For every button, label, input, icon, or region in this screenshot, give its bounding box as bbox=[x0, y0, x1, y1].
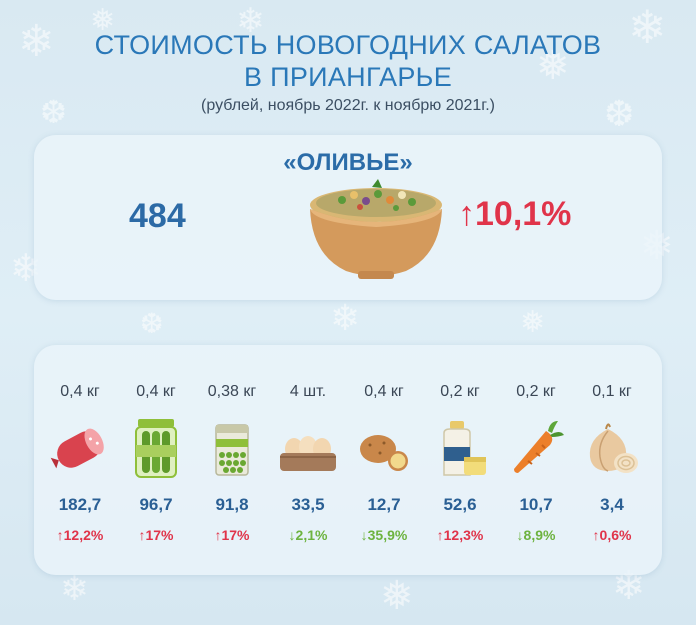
ingredient-price-change: ↓35,9% bbox=[360, 527, 408, 543]
ingredient-price-change: ↓8,9% bbox=[516, 527, 556, 543]
snowflake-icon: ❄ bbox=[60, 570, 89, 608]
salad-price-change: ↑10,1% bbox=[458, 195, 572, 233]
ingredient-price-change: ↑12,3% bbox=[436, 527, 484, 543]
mayonnaise-icon bbox=[443, 421, 486, 476]
ingredient-quantity: 0,38 кг bbox=[207, 383, 257, 400]
subtitle: (рублей, ноябрь 2022г. к ноябрю 2021г.) bbox=[201, 97, 495, 114]
ingredient-price: 3,4 bbox=[600, 495, 624, 514]
ingredient-price: 33,5 bbox=[291, 495, 325, 514]
ingredient-price-change: ↑17% bbox=[138, 527, 174, 543]
ingredient-price: 10,7 bbox=[519, 495, 553, 514]
salad-bowl-icon bbox=[310, 179, 442, 279]
peas-can-icon bbox=[215, 424, 249, 476]
ingredient-price: 12,7 bbox=[367, 495, 401, 514]
ingredient-peas: 0,38 кг 91,8 ↑17% bbox=[194, 345, 270, 575]
ingredient-price-change: ↑17% bbox=[214, 527, 250, 543]
ingredient-price-change: ↓2,1% bbox=[288, 527, 328, 543]
title-line-2: В ПРИАНГАРЬЕ bbox=[244, 62, 452, 92]
ingredients-panel: 0,4 кг 182,7 ↑12,2% 0,4 кг bbox=[34, 345, 662, 575]
snowflake-icon: ❅ bbox=[380, 574, 414, 618]
carrot-icon bbox=[514, 421, 564, 473]
pickles-jar-icon bbox=[135, 419, 177, 478]
ingredient-mayonnaise: 0,2 кг 52,6 ↑12,3% bbox=[422, 345, 498, 575]
ingredient-price: 52,6 bbox=[443, 495, 477, 514]
snowflake-icon: ❅ bbox=[520, 306, 546, 339]
salad-panel: «ОЛИВЬЕ» 484 ↑10,1% bbox=[34, 135, 662, 300]
ingredient-sausage: 0,4 кг 182,7 ↑12,2% bbox=[42, 345, 118, 575]
ingredient-potato: 0,4 кг 12,7 ↓35,9% bbox=[346, 345, 422, 575]
snowflake-icon: ❄ bbox=[330, 297, 361, 338]
ingredient-quantity: 4 шт. bbox=[289, 383, 327, 400]
ingredient-carrot: 0,2 кг 10,7 ↓8,9% bbox=[498, 345, 574, 575]
ingredient-price: 91,8 bbox=[215, 495, 249, 514]
potato-icon bbox=[360, 435, 408, 471]
salad-price: 484 bbox=[129, 197, 186, 235]
onion-icon bbox=[589, 423, 638, 473]
eggs-icon bbox=[280, 436, 336, 471]
title-line-1: СТОИМОСТЬ НОВОГОДНИХ САЛАТОВ bbox=[94, 30, 602, 60]
ingredient-price: 182,7 bbox=[58, 495, 102, 514]
ingredient-quantity: 0,4 кг bbox=[364, 383, 404, 400]
ingredient-onion: 0,1 кг 3,4 ↑0,6% bbox=[574, 345, 650, 575]
ingredient-quantity: 0,4 кг bbox=[60, 383, 100, 400]
ingredient-price-change: ↑0,6% bbox=[592, 527, 632, 543]
salad-name: «ОЛИВЬЕ» bbox=[283, 149, 413, 176]
ingredient-quantity: 0,4 кг bbox=[136, 383, 176, 400]
ingredient-quantity: 0,2 кг bbox=[516, 383, 556, 400]
ingredient-price: 96,7 bbox=[139, 495, 173, 514]
snowflake-icon: ❆ bbox=[140, 308, 164, 339]
ingredient-eggs: 4 шт. 33,5 ↓2,1% bbox=[270, 345, 346, 575]
ingredient-quantity: 0,1 кг bbox=[592, 383, 632, 400]
ingredient-pickles: 0,4 кг 96,7 ↑17% bbox=[118, 345, 194, 575]
sausage-icon bbox=[50, 428, 104, 469]
ingredient-quantity: 0,2 кг bbox=[440, 383, 480, 400]
ingredient-price-change: ↑12,2% bbox=[56, 527, 104, 543]
